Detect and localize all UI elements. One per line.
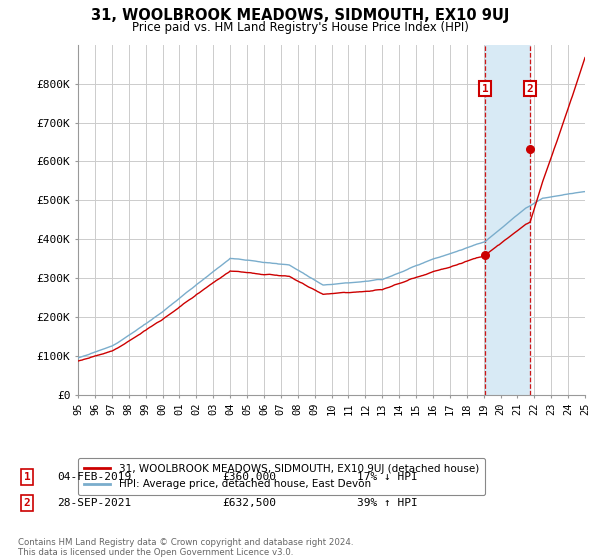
Point [525,144,535,153]
Legend: 31, WOOLBROOK MEADOWS, SIDMOUTH, EX10 9UJ (detached house), HPI: Average price, : 31, WOOLBROOK MEADOWS, SIDMOUTH, EX10 9U… [78,458,485,496]
Text: 17% ↓ HPI: 17% ↓ HPI [357,472,418,482]
Text: 1: 1 [23,472,31,482]
Text: 1: 1 [482,83,488,94]
Point [481,250,490,259]
Text: 28-SEP-2021: 28-SEP-2021 [57,498,131,508]
Text: £360,000: £360,000 [222,472,276,482]
Text: 2: 2 [23,498,31,508]
Text: £632,500: £632,500 [222,498,276,508]
Text: 2: 2 [527,83,533,94]
Text: 04-FEB-2019: 04-FEB-2019 [57,472,131,482]
Text: Contains HM Land Registry data © Crown copyright and database right 2024.
This d: Contains HM Land Registry data © Crown c… [18,538,353,557]
Text: Price paid vs. HM Land Registry's House Price Index (HPI): Price paid vs. HM Land Registry's House … [131,21,469,34]
Text: 31, WOOLBROOK MEADOWS, SIDMOUTH, EX10 9UJ: 31, WOOLBROOK MEADOWS, SIDMOUTH, EX10 9U… [91,8,509,24]
Text: 39% ↑ HPI: 39% ↑ HPI [357,498,418,508]
Bar [485,45,530,395]
